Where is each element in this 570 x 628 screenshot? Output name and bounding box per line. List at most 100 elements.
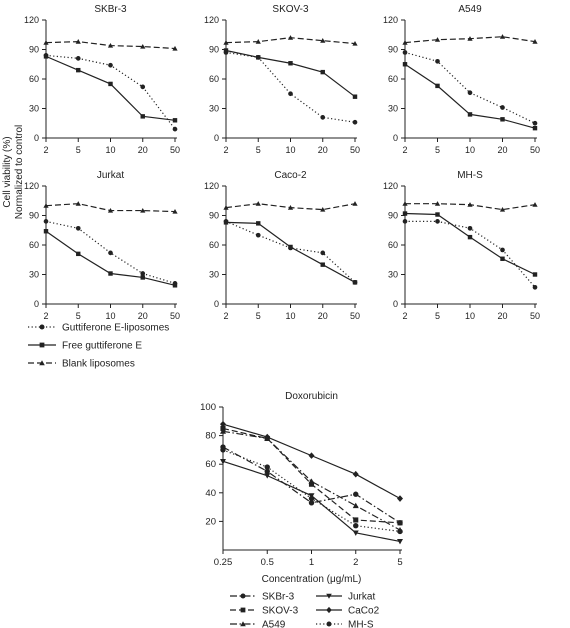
legend-label: SKBr-3 (262, 592, 295, 603)
panel-title: Doxorubicin (285, 391, 338, 402)
data-point (43, 54, 49, 59)
series-guttiferone-e-liposomes (402, 219, 538, 290)
legend-item-jurkat: Jurkat (316, 592, 375, 603)
y-tick-label: 60 (205, 459, 216, 470)
x-tick-label: 50 (350, 145, 360, 155)
data-point (532, 39, 538, 44)
data-point (352, 470, 359, 478)
data-point (308, 481, 315, 487)
series-line (404, 63, 536, 129)
y-tick-label: 30 (29, 270, 39, 280)
y-tick-label: 120 (24, 181, 39, 191)
y-tick-label: 90 (209, 45, 219, 55)
x-tick-label: 10 (285, 145, 295, 155)
y-tick-label: 60 (388, 240, 398, 250)
data-point (402, 50, 408, 55)
data-point (467, 36, 473, 41)
x-tick-label: 5 (435, 311, 440, 321)
y-tick-label: 90 (29, 211, 39, 221)
panel-title: A549 (458, 4, 482, 15)
y-tick-label: 0 (393, 133, 398, 143)
legend-marker (240, 607, 246, 613)
panel-caco-2: Caco-2 0 30 60 90 120 2 5 10 20 50 (204, 170, 360, 321)
data-point (75, 225, 81, 231)
x-tick-label: 50 (350, 311, 360, 321)
x-tick-label: 2 (402, 145, 407, 155)
data-point (220, 420, 226, 428)
data-point (287, 205, 294, 210)
data-point (500, 117, 505, 122)
series-free-guttiferone-e (402, 211, 538, 277)
data-point (223, 40, 229, 45)
data-point (75, 39, 81, 44)
data-point (397, 528, 403, 535)
series-line (45, 220, 176, 284)
y-tick-label: 0 (214, 299, 219, 309)
series-blank-liposomes (223, 35, 358, 46)
series-mh-s (220, 447, 403, 535)
series-caco2 (220, 420, 403, 502)
data-point (256, 221, 261, 226)
data-point (255, 201, 261, 206)
x-tick-label: 50 (530, 311, 540, 321)
data-point (76, 251, 81, 257)
data-point (353, 491, 359, 497)
data-point (308, 500, 315, 506)
legend-label: SKOV-3 (262, 606, 299, 617)
data-point (287, 35, 294, 40)
series-blank-liposomes (43, 201, 178, 214)
panel-title: SKOV-3 (272, 4, 309, 15)
data-point (352, 41, 358, 46)
x-axis-label: Concentration (μg/mL) (262, 574, 362, 585)
series-blank-liposomes (43, 39, 178, 51)
x-tick-label: 20 (318, 311, 328, 321)
data-point (467, 225, 473, 231)
series-guttiferone-e-liposomes (402, 50, 538, 126)
data-point (435, 212, 440, 217)
data-point (500, 256, 505, 261)
series-line (45, 230, 176, 286)
data-point (320, 207, 326, 212)
data-point (172, 45, 178, 51)
legend-label: Free guttiferone E (62, 341, 142, 352)
data-point (264, 433, 271, 441)
data-point (223, 220, 229, 225)
data-point (140, 43, 146, 49)
data-point (397, 495, 403, 502)
x-tick-label: 5 (76, 145, 81, 155)
y-tick-label: 80 (205, 431, 216, 442)
x-tick-label: 50 (170, 145, 180, 155)
x-tick-label: 50 (530, 145, 540, 155)
legend-marker (39, 342, 45, 348)
x-tick-label: 10 (105, 311, 115, 321)
data-point (43, 203, 49, 208)
y-tick-label: 0 (34, 299, 39, 309)
y-tick-label: 90 (209, 211, 219, 221)
data-point (435, 58, 440, 64)
panel-doxorubicin: Doxorubicin 20 40 60 80 100 0.25 0.5 1 2 5 Concentr… (200, 391, 403, 585)
x-tick-label: 10 (465, 311, 475, 321)
series-line (225, 221, 356, 283)
y-tick-label: 100 (200, 402, 216, 413)
data-point (140, 207, 146, 213)
shared-ylabel-line2: Normalized to control (14, 125, 25, 219)
data-point (288, 61, 293, 66)
legend-item-free-guttiferone-e: Free guttiferone E (28, 341, 142, 352)
x-tick-label: 20 (497, 311, 507, 321)
legend-label: MH-S (348, 620, 374, 628)
data-point (402, 201, 408, 206)
data-point (220, 428, 226, 434)
data-point (223, 48, 229, 53)
data-point (43, 219, 49, 224)
series-blank-liposomes (402, 201, 538, 212)
y-tick-label: 60 (388, 74, 398, 84)
x-tick-label: 20 (138, 311, 148, 321)
legend-item-mh-s: MH-S (316, 620, 374, 628)
y-tick-label: 60 (209, 74, 219, 84)
x-tick-label: 5 (76, 311, 81, 321)
series-line (225, 49, 356, 98)
legend-label: Guttiferone E-liposomes (62, 323, 169, 334)
series-free-guttiferone-e (223, 48, 358, 99)
data-point (107, 207, 114, 213)
data-point (500, 105, 505, 110)
